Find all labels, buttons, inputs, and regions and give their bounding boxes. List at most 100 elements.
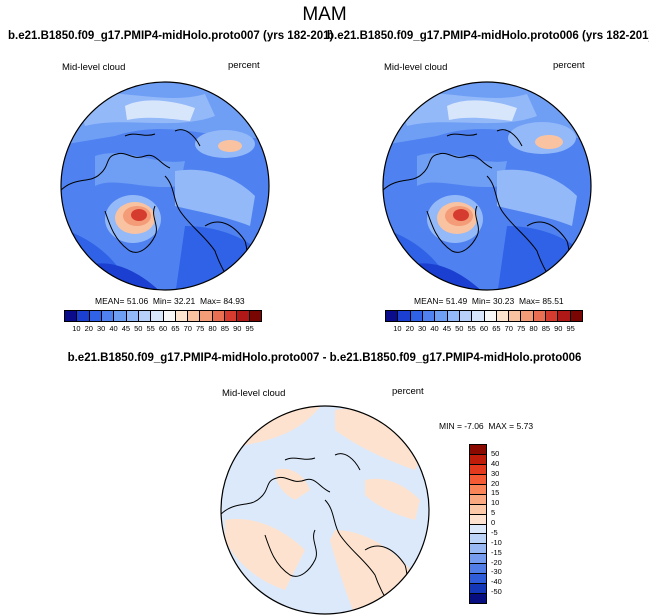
diff-colorbar-tick-label: -10 [491,537,502,547]
panel2-stats: MEAN= 51.49 Min= 30.23 Max= 85.51 [414,296,564,306]
panel1-colorbar-swatch [200,311,213,321]
panel2-polar-map [382,81,592,291]
panel1-colorbar-swatch [237,311,250,321]
panel2-colorbar-swatch [459,311,473,321]
diff-colorbar-swatches [469,444,487,604]
diff-colorbar-tick-label: 15 [491,488,500,498]
panel2-colorbar: 10 20 30 40 45 50 55 60 65 70 75 80 85 90 95 [385,310,583,333]
panel1-colorbar-swatch [188,311,201,321]
diff-min: -7.06 [464,421,484,431]
diff-colorbar-swatch [470,464,486,475]
diff-units: percent [392,386,424,397]
panel2-colorbar-swatch [422,311,436,321]
panel2-colorbar-swatch [558,311,571,321]
panel1-colorbar-swatch [89,311,102,321]
diff-colorbar-tick-label: -5 [491,527,498,537]
panel2-colorbar-swatch [447,311,460,321]
diff-colorbar-swatch [470,554,486,565]
diff-colorbar-swatch [470,564,486,575]
diff-colorbar-swatch [470,514,486,525]
panel2-colorbar-swatch [546,311,559,321]
diff-polar-map [220,405,430,615]
panel2-colorbar-swatch [410,311,423,321]
panel2-max-label: Max= [518,296,541,306]
diff-case-title: b.e21.B1850.f09_g17.PMIP4-midHolo.proto0… [67,352,582,364]
panel1-colorbar-swatches [64,310,262,322]
diff-max-label: MAX = [488,421,515,431]
diff-colorbar-swatch [470,534,486,545]
panel2-units: percent [553,60,585,71]
diff-colorbar-tick-label: 40 [491,458,500,468]
panel2-colorbar-swatches [385,310,583,322]
diff-colorbar-tick-label: 10 [491,498,500,508]
panel1-mean: 51.06 [126,296,149,306]
panel1-cloud-field [61,82,269,290]
panel2-colorbar-swatch [386,311,399,321]
panel1-colorbar-swatch [101,311,115,321]
panel1-max-label: Max= [199,296,222,306]
panel2-var-label: Mid-level cloud [384,62,448,73]
panel2-colorbar-swatch [484,311,497,321]
panel1-colorbar-swatch [114,311,127,321]
diff-max: 5.73 [516,421,534,431]
panel1-colorbar-swatch [138,311,152,321]
diff-colorbar-swatch [470,524,486,535]
panel1-colorbar-swatch [249,311,261,321]
panel1-colorbar-swatch [126,311,139,321]
panel1-colorbar-swatch [175,311,189,321]
panel2-colorbar-ticks: 10 20 30 40 45 50 55 60 65 70 75 80 85 90 95 [393,324,575,333]
figure-title: MAM [302,4,347,25]
panel2-colorbar-swatch [398,311,411,321]
panel1-colorbar-swatch [212,311,226,321]
diff-colorbar-tick-label: 30 [491,468,500,478]
panel1-case-title: b.e21.B1850.f09_g17.PMIP4-midHolo.proto0… [8,30,334,42]
panel2-cloud-field [383,82,591,290]
panel1-mean-label: MEAN= [95,296,125,306]
diff-colorbar-swatch [470,574,486,585]
panel2-mean-label: MEAN= [414,296,444,306]
panel2-min-label: Min= [471,296,491,306]
panel2-min: 30.23 [492,296,515,306]
panel2-colorbar-swatch [435,311,448,321]
diff-colorbar-tick-label: -15 [491,547,502,557]
panel2-colorbar-swatch [509,311,522,321]
panel1-colorbar-swatch [65,311,78,321]
panel1-colorbar-swatch [225,311,238,321]
diff-colorbar-tick-label: -50 [491,587,502,597]
diff-cloud-field [221,406,429,614]
diff-colorbar-swatch [470,544,486,555]
panel2-colorbar-swatch [472,311,485,321]
panel1-colorbar-swatch [151,311,164,321]
diff-min-label: MIN = [439,421,462,431]
diff-var-label: Mid-level cloud [222,388,286,399]
diff-colorbar: 50 40 30 20 15 10 5 0 -5 -10 -15 -20 -30 -40 -50 [469,444,519,604]
panel1-min-label: Min= [152,296,172,306]
diff-colorbar-swatch [470,445,486,455]
panel2-case-title: b.e21.B1850.f09_g17.PMIP4-midHolo.proto0… [327,30,649,42]
panel1-polar-map [60,81,270,291]
panel1-stats: MEAN= 51.06 Min= 32.21 Max= 84.93 [95,296,245,306]
panel2-colorbar-swatch [570,311,582,321]
panel2-colorbar-swatch [521,311,534,321]
diff-colorbar-tick-label: -40 [491,577,502,587]
diff-colorbar-tick-label: 0 [491,518,496,527]
panel2-mean: 51.49 [445,296,468,306]
diff-colorbar-swatch [470,474,486,485]
diff-colorbar-tick-label: -20 [491,557,502,567]
diff-colorbar-swatch [470,594,486,603]
panel1-min: 32.21 [173,296,196,306]
diff-colorbar-swatch [470,494,486,505]
panel1-var-label: Mid-level cloud [62,62,126,73]
panel1-colorbar-swatch [163,311,176,321]
diff-colorbar-swatch [470,454,486,465]
panel1-units: percent [228,60,260,71]
diff-colorbar-swatch [470,584,486,595]
diff-stats: MIN = -7.06 MAX = 5.73 [439,421,533,431]
panel2-max: 85.51 [542,296,564,306]
panel1-colorbar-swatch [77,311,90,321]
diff-colorbar-tick-label: -30 [491,567,502,577]
panel1-max: 84.93 [223,296,245,306]
diff-colorbar-swatch [470,484,486,495]
diff-colorbar-tick-label: 50 [491,448,500,458]
panel1-colorbar: 10 20 30 40 45 50 55 60 65 70 75 80 85 90 95 [64,310,262,333]
